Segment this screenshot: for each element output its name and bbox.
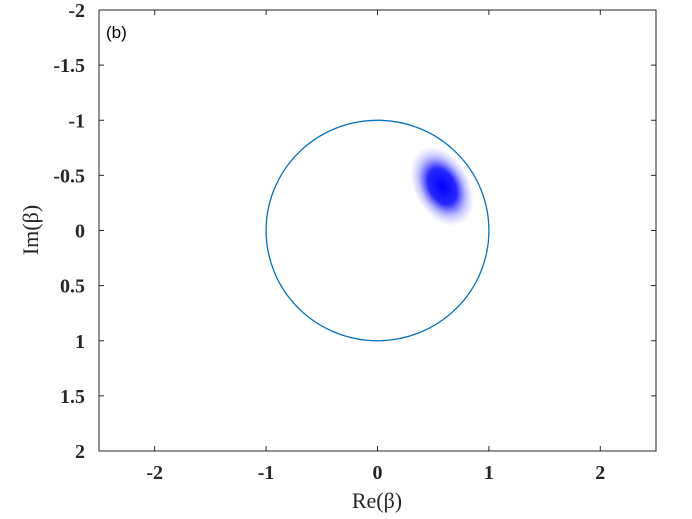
x-tick-label: 2 [595,462,605,484]
x-tick-label: -2 [146,462,163,484]
y-tick-label: -2 [68,0,85,22]
axes: -2 -1 0 1 2 -2 -1.5 -1 -0.5 0 0.5 1 1.5 2 [53,0,657,484]
y-tick-label: -0.5 [53,165,85,187]
y-tick-label: 1.5 [60,386,85,408]
y-tick-label: 1 [75,331,85,353]
y-tick-label: 0.5 [60,276,85,298]
y-axis-label: Im(β) [18,205,43,255]
x-tick-label: 1 [484,462,494,484]
distribution-blob-group [410,146,474,227]
x-tick-label: 0 [373,462,383,484]
panel-label: (b) [106,23,127,42]
y-tick-label: -1 [68,110,85,132]
plot-area [99,10,656,451]
chart-marks [265,119,490,342]
x-tick-label: -1 [258,462,275,484]
plot-background [99,10,656,451]
y-tick-label: -1.5 [53,55,85,77]
unit-circle [265,119,490,342]
distribution-blob [410,146,474,227]
y-tick-label: 0 [75,221,85,243]
y-tick-label: 2 [75,441,85,463]
x-axis-label: Re(β) [352,488,402,513]
